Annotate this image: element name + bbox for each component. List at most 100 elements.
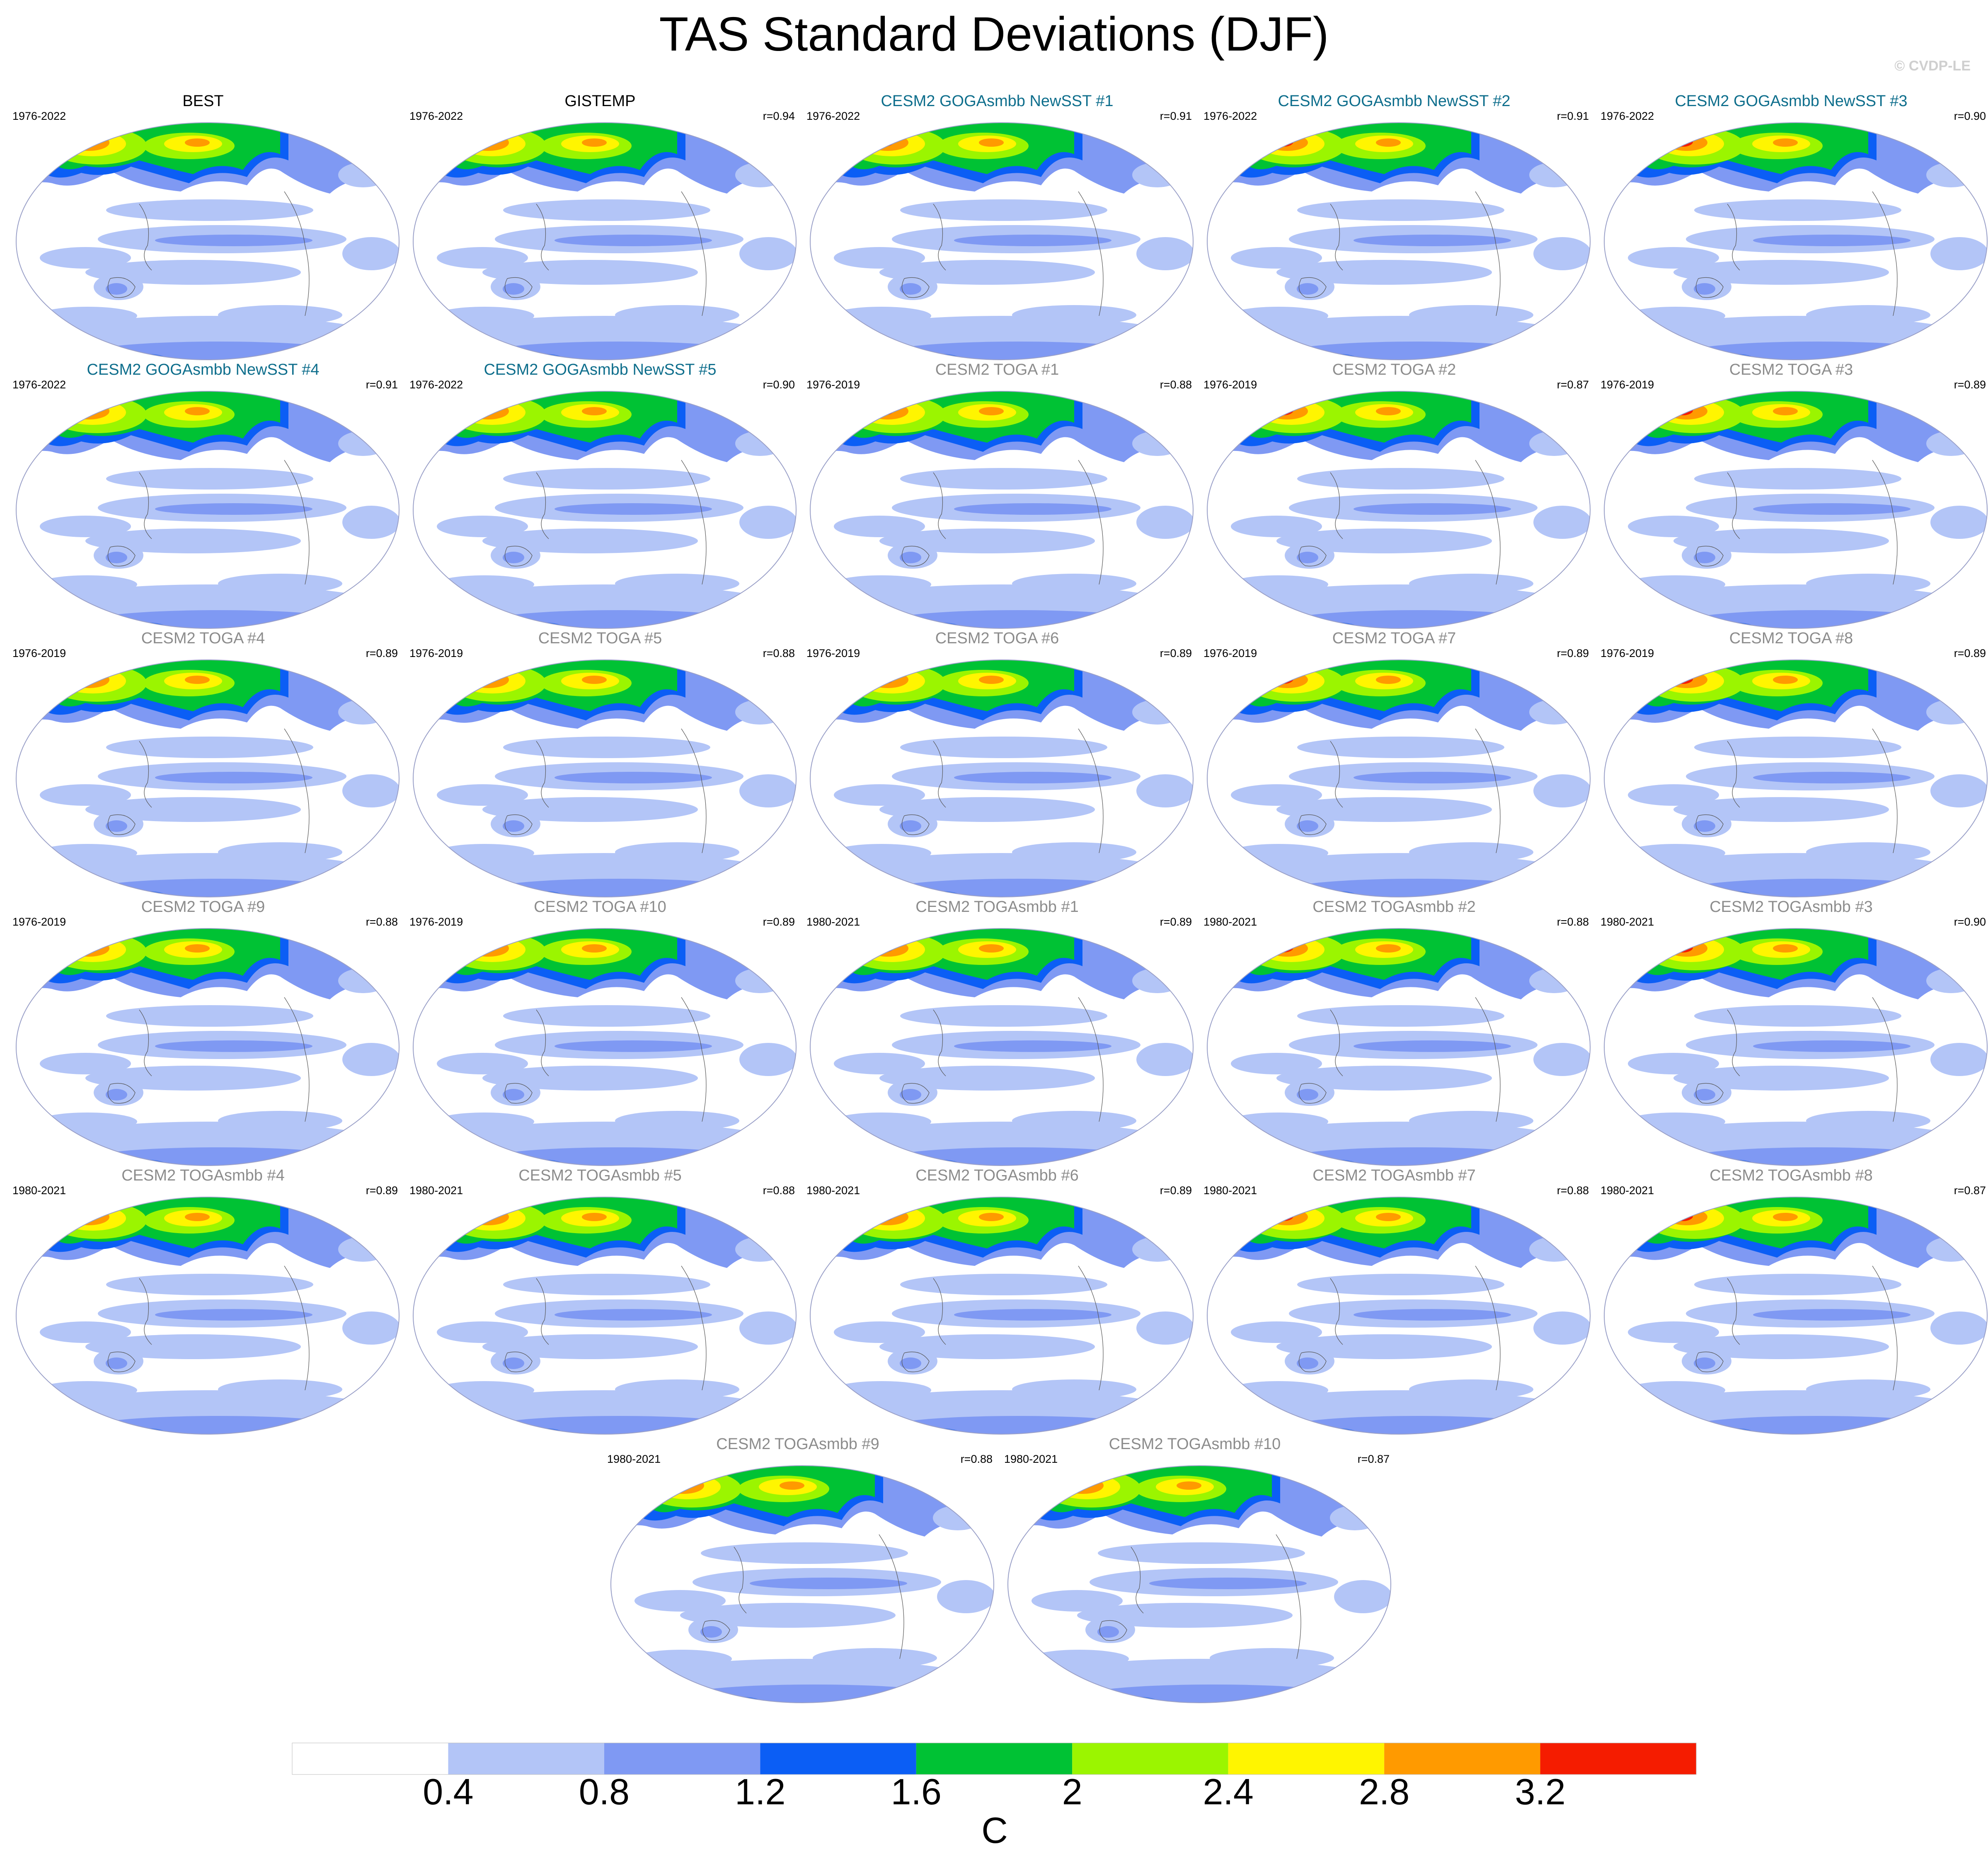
map-plot (810, 391, 1194, 629)
colorbar-segment (1540, 1743, 1696, 1774)
panel-correlation: r=0.91 (1557, 110, 1589, 122)
map-panel: CESM2 TOGAsmbb #4 1980-2021 r=0.89 (7, 1166, 400, 1436)
colorbar-tick-label: 0.4 (423, 1771, 474, 1812)
panel-period: 1976-2022 (1203, 110, 1257, 122)
panel-period: 1980-2021 (12, 1184, 66, 1197)
panel-title: CESM2 TOGAsmbb #6 (915, 1167, 1079, 1184)
map-panel: CESM2 TOGAsmbb #3 1980-2021 r=0.90 (1596, 898, 1988, 1167)
map-plot (610, 1465, 994, 1703)
panel-title: CESM2 TOGAsmbb #1 (915, 898, 1079, 916)
panel-title: CESM2 TOGA #7 (1332, 630, 1456, 647)
map-panel: CESM2 TOGA #1 1976-2019 r=0.88 (801, 361, 1194, 630)
panel-correlation: r=0.88 (763, 647, 795, 659)
map-panel: CESM2 TOGAsmbb #7 1980-2021 r=0.88 (1199, 1166, 1591, 1436)
map-plot (413, 659, 797, 897)
panel-period: 1976-2019 (1203, 647, 1257, 659)
panel-period: 1976-2019 (409, 647, 463, 659)
panel-correlation: r=0.94 (763, 110, 795, 122)
map-panel: CESM2 GOGAsmbb NewSST #4 1976-2022 r=0.91 (7, 361, 400, 630)
panel-correlation: r=0.88 (366, 916, 398, 928)
panel-title: GISTEMP (564, 92, 636, 110)
panel-title: CESM2 TOGAsmbb #9 (716, 1435, 879, 1453)
map-plot (16, 391, 400, 629)
map-plot (1604, 659, 1988, 897)
panel-title: CESM2 TOGAsmbb #5 (518, 1167, 682, 1184)
map-panel: GISTEMP 1976-2022 r=0.94 (404, 92, 797, 361)
panel-title: CESM2 TOGA #5 (538, 630, 662, 647)
panel-period: 1976-2022 (1601, 110, 1654, 122)
panel-correlation: r=0.88 (1160, 378, 1192, 391)
panel-title: CESM2 TOGAsmbb #3 (1710, 898, 1873, 916)
map-plot (1007, 1465, 1391, 1703)
panel-title: CESM2 TOGAsmbb #4 (121, 1167, 285, 1184)
map-plot (413, 1197, 797, 1435)
map-panel: CESM2 TOGAsmbb #8 1980-2021 r=0.87 (1596, 1166, 1988, 1436)
map-panel: CESM2 GOGAsmbb NewSST #1 1976-2022 r=0.91 (801, 92, 1194, 361)
map-plot (413, 928, 797, 1166)
panel-correlation: r=0.88 (960, 1453, 993, 1465)
panel-period: 1976-2022 (806, 110, 860, 122)
panel-correlation: r=0.89 (1557, 647, 1589, 659)
panel-title: CESM2 TOGAsmbb #7 (1312, 1167, 1476, 1184)
panel-correlation: r=0.91 (366, 378, 398, 391)
panel-period: 1976-2019 (806, 647, 860, 659)
map-plot (16, 928, 400, 1166)
map-plot (1207, 1197, 1591, 1435)
map-plot (810, 122, 1194, 360)
colorbar-segment (448, 1743, 604, 1774)
map-panel: CESM2 GOGAsmbb NewSST #2 1976-2022 r=0.91 (1199, 92, 1591, 361)
panel-period: 1976-2019 (12, 916, 66, 928)
panel-period: 1980-2021 (409, 1184, 463, 1197)
panel-correlation: r=0.87 (1954, 1184, 1986, 1197)
panel-title: CESM2 TOGA #1 (935, 361, 1059, 378)
panel-period: 1980-2021 (1004, 1453, 1058, 1465)
map-plot (413, 391, 797, 629)
colorbar-segment (292, 1743, 448, 1774)
panel-title: CESM2 GOGAsmbb NewSST #3 (1675, 92, 1908, 110)
colorbar-tick-label: 2.8 (1358, 1771, 1410, 1812)
panel-correlation: r=0.88 (1557, 916, 1589, 928)
map-plot (1207, 928, 1591, 1166)
map-panel: CESM2 TOGAsmbb #10 1980-2021 r=0.87 (999, 1435, 1391, 1704)
map-plot (1207, 122, 1591, 360)
map-panel: CESM2 TOGAsmbb #5 1980-2021 r=0.88 (404, 1166, 797, 1436)
figure-title: TAS Standard Deviations (DJF) (659, 7, 1329, 61)
panel-correlation: r=0.89 (1160, 1184, 1192, 1197)
colorbar-tick-label: 3.2 (1515, 1771, 1566, 1812)
colorbar-segment (1228, 1743, 1385, 1774)
map-panel: CESM2 GOGAsmbb NewSST #3 1976-2022 r=0.90 (1596, 92, 1988, 361)
panel-title: CESM2 GOGAsmbb NewSST #5 (484, 361, 717, 378)
colorbar-segment (760, 1743, 916, 1774)
panel-title: CESM2 TOGAsmbb #2 (1312, 898, 1476, 916)
panel-title: CESM2 GOGAsmbb NewSST #4 (87, 361, 320, 378)
panel-period: 1976-2019 (1203, 378, 1257, 391)
panel-correlation: r=0.87 (1357, 1453, 1390, 1465)
map-plot (1604, 1197, 1988, 1435)
map-plot (16, 122, 400, 360)
panel-period: 1980-2021 (806, 916, 860, 928)
panel-correlation: r=0.89 (1160, 916, 1192, 928)
panel-correlation: r=0.90 (763, 378, 795, 391)
panel-correlation: r=0.88 (1557, 1184, 1589, 1197)
panel-title: CESM2 TOGA #3 (1729, 361, 1853, 378)
panel-correlation: r=0.87 (1557, 378, 1589, 391)
map-panel: CESM2 TOGAsmbb #6 1980-2021 r=0.89 (801, 1166, 1194, 1436)
panel-correlation: r=0.89 (366, 647, 398, 659)
panel-correlation: r=0.89 (1160, 647, 1192, 659)
map-panel: CESM2 TOGA #3 1976-2019 r=0.89 (1596, 361, 1988, 630)
panel-correlation: r=0.90 (1954, 110, 1986, 122)
panel-period: 1980-2021 (806, 1184, 860, 1197)
map-plot (810, 928, 1194, 1166)
map-panel: CESM2 TOGA #8 1976-2019 r=0.89 (1596, 629, 1988, 899)
panel-correlation: r=0.88 (763, 1184, 795, 1197)
map-panel: CESM2 TOGA #4 1976-2019 r=0.89 (7, 629, 400, 899)
panel-period: 1980-2021 (1601, 1184, 1654, 1197)
panel-title: CESM2 TOGA #4 (141, 630, 265, 647)
credit-label: © CVDP-LE (1894, 58, 1971, 74)
panel-title: CESM2 TOGA #10 (534, 898, 666, 916)
colorbar-tick-label: 1.2 (735, 1771, 786, 1812)
map-plot (1207, 391, 1591, 629)
colorbar-frame (292, 1743, 1697, 1775)
panel-title: CESM2 GOGAsmbb NewSST #1 (881, 92, 1114, 110)
panel-period: 1976-2022 (409, 378, 463, 391)
